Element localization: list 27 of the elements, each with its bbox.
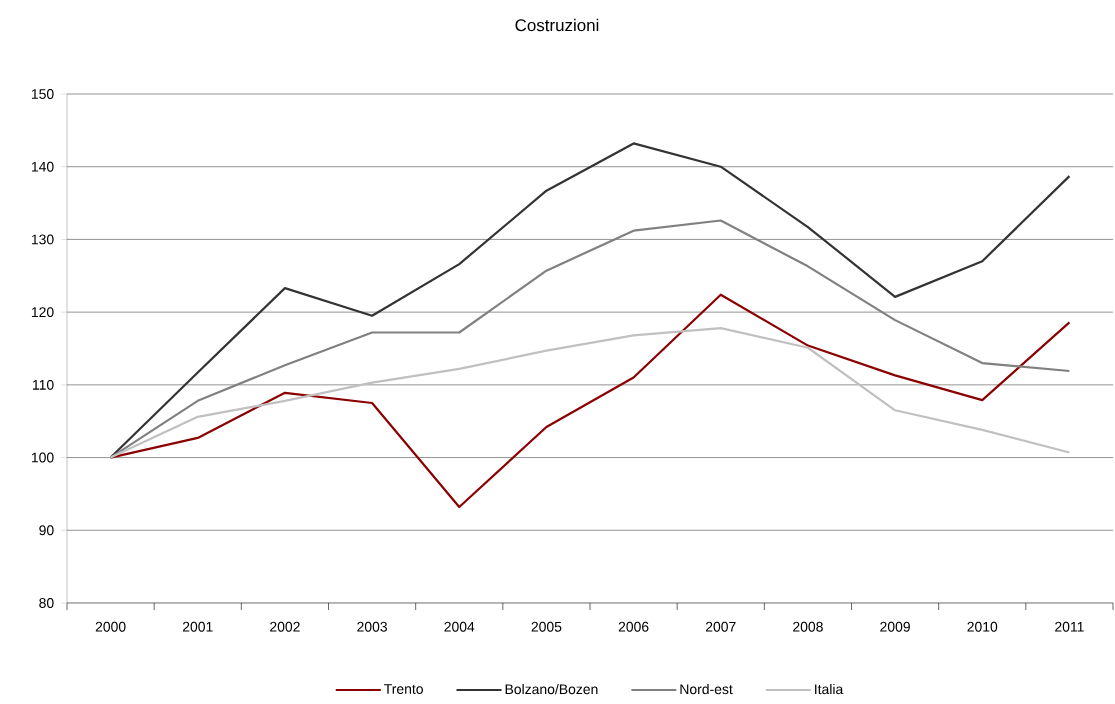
- x-tick-label: 2001: [182, 621, 213, 632]
- x-tick-label: 2005: [531, 621, 562, 632]
- x-tick-label: 2003: [357, 621, 387, 632]
- y-tick-label: 100: [31, 452, 54, 463]
- x-tick-label: 2000: [95, 621, 126, 632]
- y-tick-label: 90: [39, 525, 54, 536]
- line-series: [109, 327, 1071, 459]
- y-tick-label: 80: [39, 598, 54, 608]
- legend-label: Italia: [815, 683, 844, 695]
- y-tick-label: 120: [31, 307, 54, 318]
- x-tick-label: 2011: [1055, 621, 1084, 632]
- x-tick-label: 2002: [270, 621, 300, 632]
- x-tick-label: 2006: [618, 621, 649, 632]
- y-tick-label: 140: [31, 161, 54, 172]
- line-series: [109, 142, 1071, 459]
- x-tick-label: 2010: [967, 621, 998, 632]
- y-tick-label: 150: [31, 89, 54, 99]
- chart-title: Costruzioni: [515, 18, 599, 32]
- y-tick-label: 130: [31, 234, 54, 245]
- x-tick-label: 2007: [705, 621, 736, 632]
- y-tick-label: 110: [32, 379, 54, 390]
- x-tick-label: 2004: [444, 621, 475, 632]
- legend-label: Bolzano/Bozen: [505, 683, 598, 695]
- legend-label: Trento: [384, 684, 423, 694]
- x-tick-label: 2008: [793, 621, 823, 632]
- legend-label: Nord-est: [680, 683, 733, 695]
- x-tick-label: 2009: [880, 621, 910, 632]
